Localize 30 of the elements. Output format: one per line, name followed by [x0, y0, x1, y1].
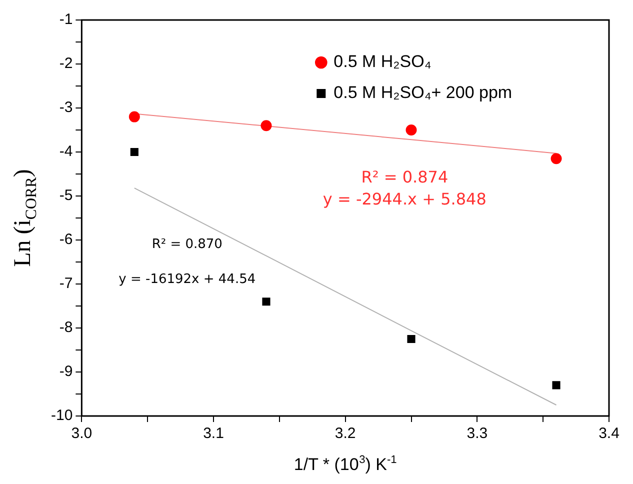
x-tick-label: 3.0 — [71, 425, 92, 442]
y-tick-label: -9 — [59, 363, 73, 380]
x-tick-label: 3.2 — [334, 425, 356, 442]
annotation: y = -2944.x + 5.848 — [322, 190, 486, 209]
legend-label: 0.5 M H₂SO₄+ 200 ppm — [334, 83, 512, 102]
x-tick-label: 3.3 — [466, 425, 488, 442]
y-tick-label: -8 — [59, 319, 73, 336]
y-axis-title: Ln (iCORR) — [10, 169, 40, 267]
annotation: R² = 0.870 — [152, 236, 222, 252]
legend-label: 0.5 M H₂SO₄ — [334, 52, 432, 72]
x-tick-label: 3.1 — [203, 425, 224, 442]
point — [552, 381, 560, 390]
y-tick-label: -5 — [59, 187, 73, 204]
point — [260, 120, 272, 132]
y-tick-label: -4 — [59, 143, 73, 160]
point — [550, 153, 562, 164]
annotation: R² = 0.874 — [361, 168, 448, 187]
y-tick-label: -7 — [59, 275, 73, 292]
annotation: y = -16192x + 44.54 — [118, 272, 256, 287]
y-tick-label: -10 — [50, 407, 73, 424]
point — [130, 148, 138, 156]
y-tick-label: -6 — [59, 231, 73, 248]
y-tick-label: -3 — [59, 99, 73, 116]
point — [262, 298, 270, 306]
x-tick-label: 3.4 — [598, 425, 620, 442]
point — [406, 124, 417, 136]
point — [407, 334, 416, 344]
point — [128, 111, 140, 122]
y-tick-label: -2 — [59, 55, 73, 72]
y-tick-label: -1 — [59, 11, 73, 28]
